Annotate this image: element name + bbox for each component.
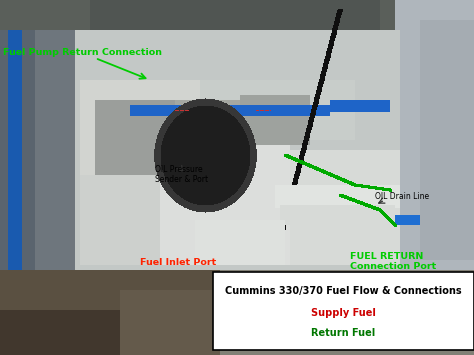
Text: Cummins 330/370 Fuel Flow & Connections: Cummins 330/370 Fuel Flow & Connections	[225, 286, 462, 296]
Bar	[213, 272, 474, 350]
Text: Fuel Pump Return Connection: Fuel Pump Return Connection	[3, 48, 162, 57]
Text: Supply Fuel: Supply Fuel	[311, 308, 376, 318]
Text: FUEL RETURN
Connection Port: FUEL RETURN Connection Port	[350, 252, 436, 272]
Text: Return Fuel: Return Fuel	[311, 328, 375, 338]
Text: Fuel Inlet Port: Fuel Inlet Port	[140, 258, 216, 267]
Text: OIL Pressure
Sender & Port: OIL Pressure Sender & Port	[155, 165, 208, 184]
Text: OIL Drain Line: OIL Drain Line	[375, 192, 429, 201]
